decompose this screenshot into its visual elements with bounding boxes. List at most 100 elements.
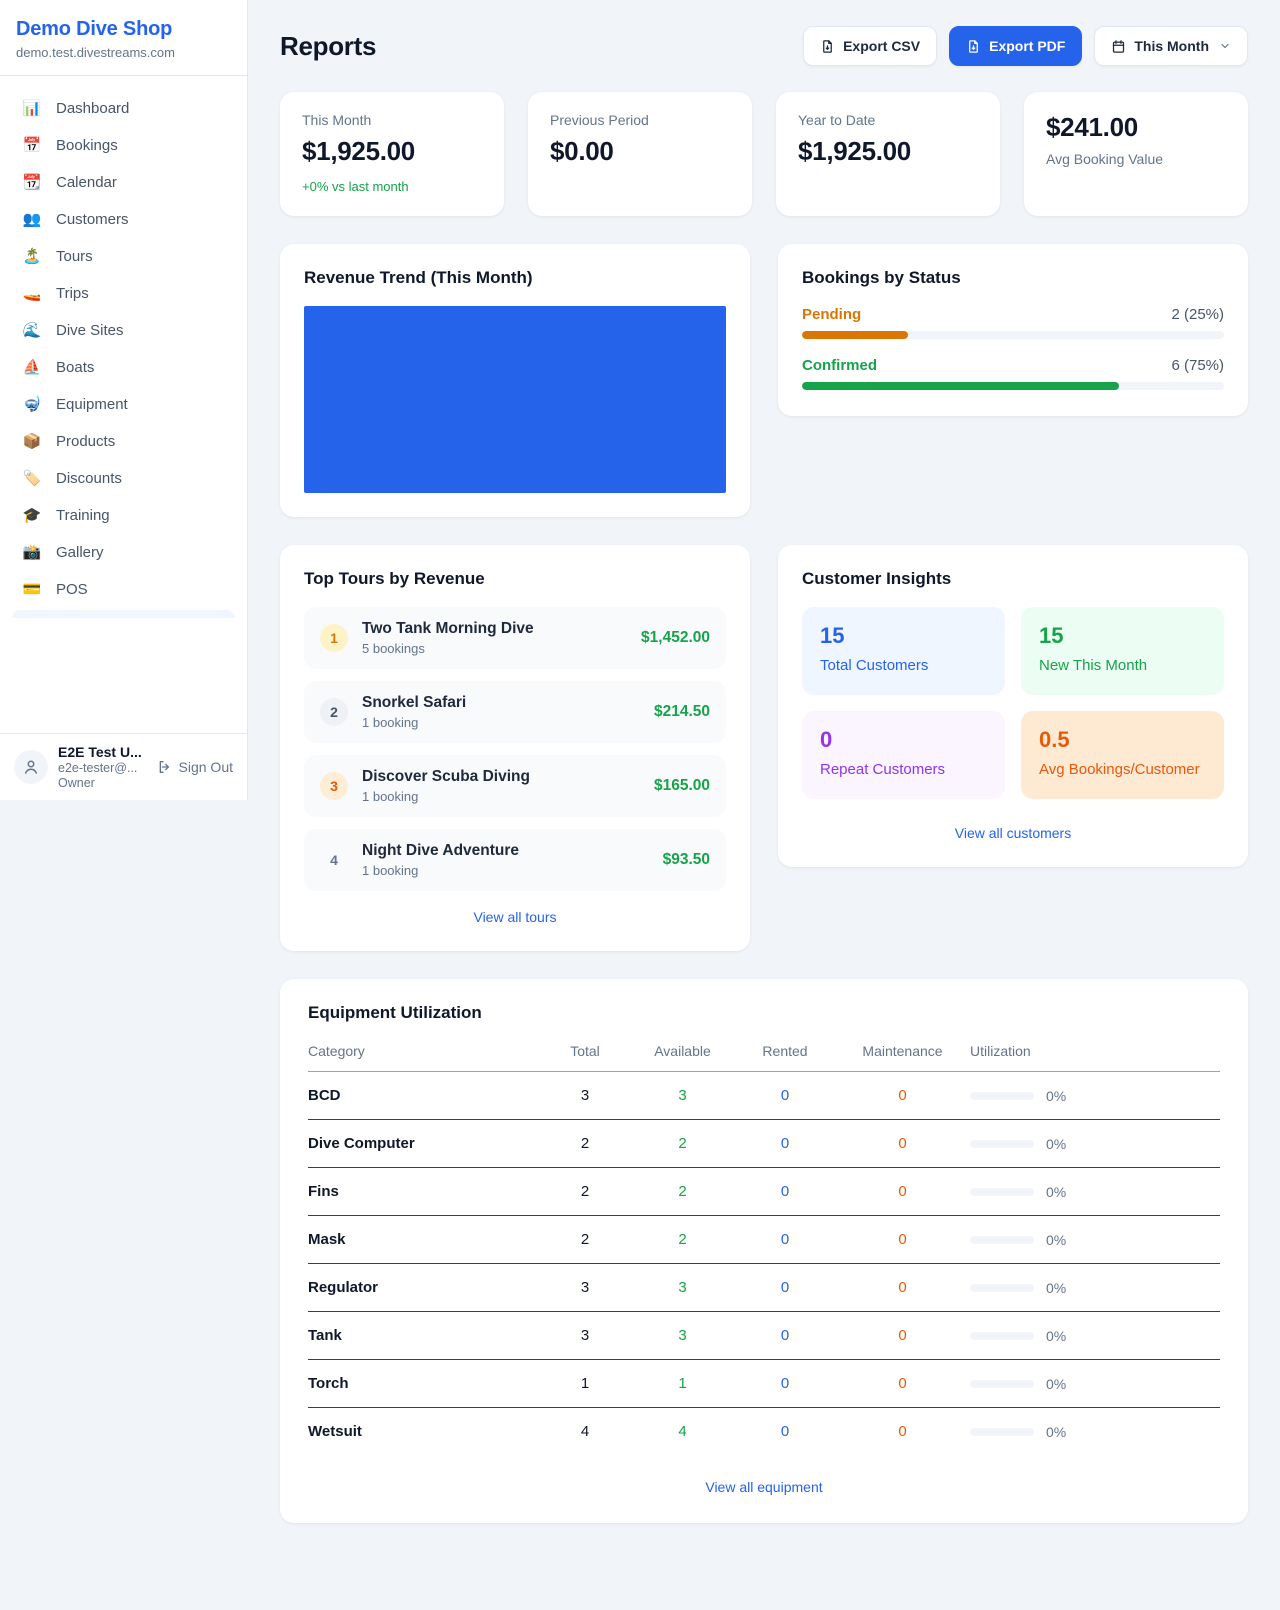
rank-badge: 4 — [330, 852, 338, 868]
top-tours-title: Top Tours by Revenue — [304, 569, 485, 588]
stat-card-avg-booking-value: $241.00 Avg Booking Value — [1024, 92, 1248, 216]
status-row-pending: Pending 2 (25%) — [802, 306, 1224, 323]
tile-repeat-customers: 0 Repeat Customers — [802, 711, 1005, 799]
cell-utilization: 0% — [970, 1359, 1220, 1408]
utilization-bar — [970, 1235, 1034, 1244]
cell-total: 3 — [540, 1311, 630, 1360]
tile-avg-bookings-customer: 0.5 Avg Bookings/Customer — [1021, 711, 1224, 799]
utilization-pct: 0% — [1046, 1423, 1067, 1440]
cell-category: BCD — [308, 1071, 540, 1120]
insights-row: Top Tours by Revenue 1 Two Tank Morning … — [280, 545, 1248, 951]
period-label: This Month — [1134, 38, 1209, 54]
tour-row: 1 Two Tank Morning Dive 5 bookings $1,45… — [304, 607, 726, 669]
calendar-icon: 📆 — [22, 174, 42, 191]
speedboat-icon: 🚤 — [22, 285, 42, 302]
header-actions: Export CSV Export PDF This Month — [803, 26, 1248, 66]
top-tours-card: Top Tours by Revenue 1 Two Tank Morning … — [280, 545, 750, 951]
utilization-bar — [970, 1091, 1034, 1100]
stat-card-this-month: This Month $1,925.00 +0% vs last month — [280, 92, 504, 216]
cell-utilization: 0% — [970, 1408, 1220, 1456]
table-row: Tank 3 3 0 0 0% — [308, 1311, 1220, 1360]
cell-available: 1 — [630, 1359, 735, 1408]
sidebar-item-label: Tours — [56, 248, 93, 265]
revenue-trend-card: Revenue Trend (This Month) — [280, 244, 750, 517]
sidebar-item-label: Gallery — [56, 544, 104, 561]
credit-card-icon: 💳 — [22, 581, 42, 598]
utilization-pct: 0% — [1046, 1183, 1067, 1200]
cell-category: Torch — [308, 1359, 540, 1408]
stat-value: $1,925.00 — [798, 136, 911, 166]
utilization-bar — [970, 1187, 1034, 1196]
export-csv-button[interactable]: Export CSV — [803, 26, 938, 66]
sidebar-item-dive-sites[interactable]: 🌊 Dive Sites — [12, 312, 235, 349]
tile-label: Avg Bookings/Customer — [1039, 761, 1200, 778]
sidebar-item-label: Dashboard — [56, 100, 130, 117]
tile-value: 0 — [820, 727, 833, 752]
view-all-customers-wrap: View all customers — [802, 825, 1224, 843]
cell-available: 2 — [630, 1119, 735, 1168]
sidebar-item-customers[interactable]: 👥 Customers — [12, 201, 235, 238]
status-value-pending: 2 (25%) — [1171, 306, 1224, 323]
sidebar-item-reports-active-partial[interactable] — [12, 610, 235, 618]
sidebar-item-label: Products — [56, 433, 116, 450]
island-icon: 🏝️ — [22, 248, 42, 265]
view-all-equipment-wrap: View all equipment — [308, 1479, 1220, 1497]
cell-available: 3 — [630, 1311, 735, 1360]
stat-value: $241.00 — [1046, 112, 1138, 142]
tile-value: 15 — [820, 623, 845, 648]
tour-revenue: $165.00 — [653, 777, 710, 794]
period-dropdown[interactable]: This Month — [1094, 26, 1248, 66]
sign-out-button[interactable]: Sign Out — [157, 759, 233, 775]
sidebar: Demo Dive Shop demo.test.divestreams.com… — [0, 0, 248, 800]
cell-category: Regulator — [308, 1263, 540, 1312]
sidebar-item-discounts[interactable]: 🏷️ Discounts — [12, 460, 235, 497]
utilization-pct: 0% — [1046, 1135, 1067, 1152]
sidebar-item-equipment[interactable]: 🤿 Equipment — [12, 386, 235, 423]
sidebar-item-label: Equipment — [56, 396, 128, 413]
cell-total: 3 — [540, 1263, 630, 1312]
utilization-pct: 0% — [1046, 1375, 1067, 1392]
sidebar-item-trips[interactable]: 🚤 Trips — [12, 275, 235, 312]
sidebar-item-label: Bookings — [56, 137, 118, 154]
stat-delta: +0% vs last month — [302, 179, 409, 194]
view-all-customers-link[interactable]: View all customers — [954, 825, 1072, 841]
equipment-table: Category Total Available Rented Maintena… — [308, 1037, 1220, 1455]
sidebar-item-dashboard[interactable]: 📊 Dashboard — [12, 90, 235, 127]
confirmed-progress-fill — [802, 382, 1119, 390]
main-content: Reports Export CSV Export PDF This Month — [248, 0, 1280, 1563]
sidebar-item-bookings[interactable]: 📅 Bookings — [12, 127, 235, 164]
sidebar-item-boats[interactable]: ⛵ Boats — [12, 349, 235, 386]
export-pdf-button[interactable]: Export PDF — [949, 26, 1083, 66]
user-info: E2E Test U... e2e-tester@... Owner — [58, 744, 142, 790]
utilization-bar — [970, 1331, 1034, 1340]
status-row-confirmed: Confirmed 6 (75%) — [802, 357, 1224, 374]
sidebar-item-training[interactable]: 🎓 Training — [12, 497, 235, 534]
stat-value: $0.00 — [550, 136, 614, 166]
user-email: e2e-tester@... — [58, 761, 138, 775]
sidebar-item-pos[interactable]: 💳 POS — [12, 571, 235, 608]
sidebar-item-tours[interactable]: 🏝️ Tours — [12, 238, 235, 275]
sidebar-item-calendar[interactable]: 📆 Calendar — [12, 164, 235, 201]
cell-rented: 0 — [735, 1119, 835, 1168]
stat-label: Previous Period — [550, 112, 649, 128]
view-all-equipment-link[interactable]: View all equipment — [705, 1479, 823, 1495]
charts-row: Revenue Trend (This Month) Bookings by S… — [280, 244, 1248, 517]
tour-name: Discover Scuba Diving — [362, 768, 530, 785]
camera-icon: 📸 — [22, 544, 42, 561]
cell-available: 2 — [630, 1167, 735, 1216]
sidebar-item-label: Dive Sites — [56, 322, 124, 339]
rank-badge: 3 — [320, 772, 348, 800]
avatar — [14, 750, 48, 784]
stats-row: This Month $1,925.00 +0% vs last month P… — [280, 92, 1248, 216]
rank-badge: 1 — [320, 624, 348, 652]
cell-total: 2 — [540, 1119, 630, 1168]
utilization-bar — [970, 1283, 1034, 1292]
tour-bookings: 1 booking — [362, 863, 419, 878]
cell-available: 3 — [630, 1071, 735, 1120]
tour-name: Snorkel Safari — [362, 694, 467, 711]
sidebar-item-products[interactable]: 📦 Products — [12, 423, 235, 460]
sidebar-item-gallery[interactable]: 📸 Gallery — [12, 534, 235, 571]
view-all-tours-link[interactable]: View all tours — [473, 909, 557, 925]
cell-maintenance: 0 — [835, 1263, 970, 1312]
cell-maintenance: 0 — [835, 1167, 970, 1216]
